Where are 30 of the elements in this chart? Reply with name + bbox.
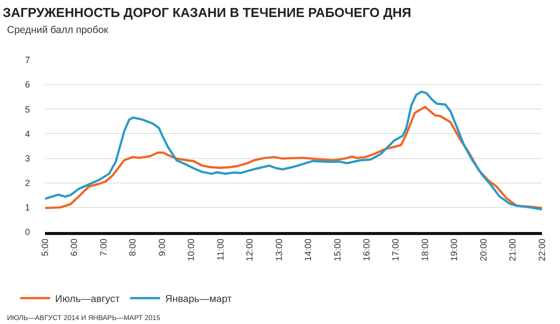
x-tick-label: 21:00 bbox=[508, 238, 518, 262]
y-tick-label: 7 bbox=[24, 55, 30, 66]
x-tick-label: 13:00 bbox=[274, 238, 284, 262]
x-tick-label: 22:00 bbox=[536, 238, 547, 262]
x-tick-label: 18:00 bbox=[420, 238, 430, 262]
y-tick-label: 1 bbox=[24, 202, 30, 213]
y-tick-label: 6 bbox=[24, 80, 30, 90]
legend-label: Июль—август bbox=[55, 294, 120, 305]
x-tick-label: 5:00 bbox=[40, 238, 50, 256]
y-tick-label: 3 bbox=[24, 153, 30, 164]
x-tick-label: 14:00 bbox=[303, 238, 314, 262]
chart-title: ЗАГРУЖЕННОСТЬ ДОРОГ КАЗАНИ В ТЕЧЕНИЕ РАБОЧЕГО ДНЯ bbox=[2, 5, 412, 20]
y-tick-label: 5 bbox=[24, 104, 30, 114]
x-tick-label: 6:00 bbox=[69, 238, 80, 256]
x-tick-label: 17:00 bbox=[390, 238, 401, 262]
x-tick-label: 10:00 bbox=[186, 238, 196, 262]
x-tick-label: 15:00 bbox=[332, 238, 342, 262]
x-tick-label: 20:00 bbox=[478, 238, 488, 262]
x-tick-label: 9:00 bbox=[156, 238, 167, 256]
x-tick-label: 12:00 bbox=[244, 238, 255, 262]
x-tick-label: 8:00 bbox=[128, 238, 138, 256]
x-tick-label: 16:00 bbox=[362, 238, 372, 262]
x-tick-label: 11:00 bbox=[215, 238, 226, 260]
x-tick-label: 19:00 bbox=[449, 238, 460, 262]
x-tick-label: 7:00 bbox=[98, 238, 108, 256]
y-tick-label: 2 bbox=[24, 178, 30, 188]
y-axis-title: Средний балл пробок bbox=[7, 25, 109, 36]
y-tick-label: 4 bbox=[24, 128, 30, 139]
legend-label: Январь—март bbox=[165, 294, 232, 305]
y-tick-label: 0 bbox=[24, 227, 30, 238]
